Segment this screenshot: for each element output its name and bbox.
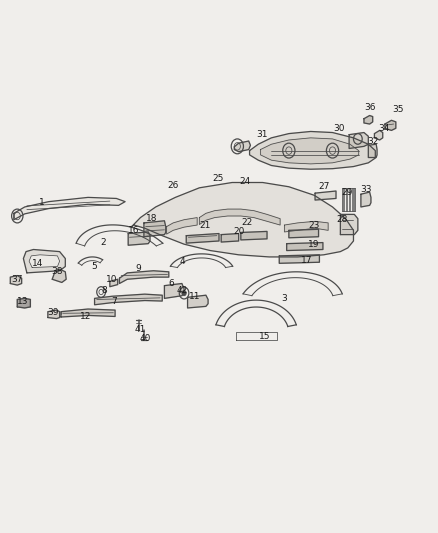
Text: 19: 19 [308, 240, 320, 249]
Polygon shape [52, 269, 66, 282]
Text: 20: 20 [233, 228, 244, 237]
Polygon shape [287, 243, 323, 251]
Polygon shape [132, 182, 353, 257]
Polygon shape [340, 214, 358, 235]
Polygon shape [285, 221, 328, 232]
Text: 31: 31 [256, 130, 268, 139]
Polygon shape [120, 271, 169, 284]
Polygon shape [164, 284, 184, 298]
Polygon shape [23, 249, 65, 273]
Text: 38: 38 [51, 268, 62, 276]
Polygon shape [11, 276, 21, 285]
Circle shape [182, 290, 186, 296]
Polygon shape [261, 138, 359, 164]
Text: 39: 39 [47, 308, 59, 317]
Text: 16: 16 [128, 226, 140, 235]
Text: 22: 22 [241, 219, 252, 228]
Polygon shape [144, 221, 166, 237]
Text: 34: 34 [378, 124, 390, 133]
Polygon shape [315, 191, 336, 200]
Text: 14: 14 [32, 260, 43, 268]
Text: 28: 28 [336, 215, 348, 224]
Text: 13: 13 [17, 296, 28, 305]
Polygon shape [241, 231, 267, 240]
Text: 24: 24 [240, 177, 251, 186]
Text: 37: 37 [11, 274, 23, 284]
Polygon shape [187, 295, 208, 308]
Text: 33: 33 [360, 185, 371, 194]
Text: 21: 21 [199, 221, 211, 230]
Polygon shape [234, 141, 251, 152]
Text: 8: 8 [101, 286, 107, 295]
Text: 11: 11 [189, 292, 201, 301]
Polygon shape [361, 192, 371, 207]
Polygon shape [95, 294, 162, 305]
Text: 27: 27 [318, 182, 329, 191]
Text: 1: 1 [39, 198, 45, 207]
Text: 23: 23 [308, 221, 320, 230]
Text: 15: 15 [259, 332, 271, 341]
Text: 29: 29 [341, 188, 353, 197]
Text: 12: 12 [80, 312, 92, 321]
Text: 3: 3 [282, 294, 287, 303]
Text: 30: 30 [333, 124, 345, 133]
Polygon shape [364, 116, 373, 124]
Polygon shape [250, 132, 375, 169]
Polygon shape [385, 120, 396, 131]
Polygon shape [17, 298, 30, 308]
Text: 41: 41 [135, 325, 146, 334]
Text: 7: 7 [111, 296, 117, 305]
Polygon shape [61, 309, 115, 317]
Text: 5: 5 [92, 262, 97, 271]
Polygon shape [289, 229, 318, 238]
Text: 4: 4 [179, 257, 185, 265]
Text: 36: 36 [364, 102, 375, 111]
Polygon shape [29, 255, 60, 268]
Polygon shape [279, 255, 319, 263]
Polygon shape [374, 131, 383, 140]
Text: 10: 10 [106, 274, 118, 284]
Text: 32: 32 [367, 137, 378, 146]
Polygon shape [349, 133, 368, 149]
Text: 6: 6 [168, 279, 174, 288]
Polygon shape [128, 232, 150, 245]
Polygon shape [48, 310, 60, 319]
Polygon shape [186, 233, 219, 243]
Polygon shape [368, 144, 377, 158]
Text: 42: 42 [176, 286, 187, 295]
Text: 18: 18 [145, 214, 157, 223]
Polygon shape [166, 217, 197, 234]
Polygon shape [199, 209, 280, 225]
Text: 35: 35 [392, 105, 404, 114]
Text: 17: 17 [300, 256, 312, 264]
Text: 2: 2 [100, 238, 106, 247]
Polygon shape [14, 197, 125, 220]
Text: 40: 40 [140, 334, 152, 343]
Polygon shape [221, 233, 239, 242]
Polygon shape [110, 279, 118, 287]
Text: 26: 26 [167, 181, 179, 190]
Text: 9: 9 [135, 264, 141, 273]
Text: 25: 25 [212, 174, 224, 183]
